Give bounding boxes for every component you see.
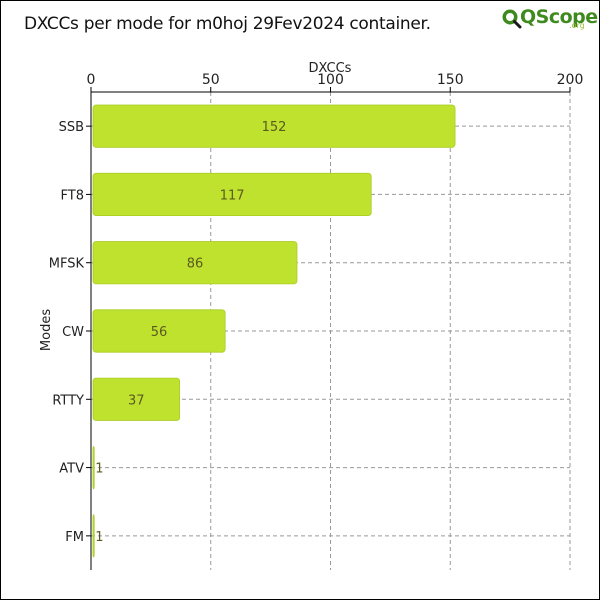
category-label: MFSK bbox=[49, 257, 85, 272]
bar-value-label: 117 bbox=[220, 188, 245, 203]
bar-mfsk bbox=[92, 241, 298, 285]
category-label: FM bbox=[65, 530, 84, 545]
bar-value-label: 1 bbox=[95, 530, 103, 545]
x-tick-label: 150 bbox=[437, 72, 464, 88]
bars-layer: 152 117 86 56 37 1 1 bbox=[92, 104, 456, 558]
chart-title: DXCCs per mode for m0hoj 29Fev2024 conta… bbox=[24, 14, 431, 34]
x-tick-label: 100 bbox=[317, 72, 344, 88]
qscope-logo: QScope .org bbox=[500, 4, 598, 38]
y-axis-label: Modes bbox=[39, 309, 54, 351]
category-label: RTTY bbox=[52, 393, 84, 408]
bar-value-label: 1 bbox=[95, 462, 103, 477]
category-label: SSB bbox=[59, 120, 84, 135]
bar-cw bbox=[92, 309, 226, 353]
category-label: CW bbox=[62, 325, 84, 340]
bar-ssb bbox=[92, 104, 456, 148]
magnifier-icon bbox=[502, 9, 522, 29]
x-tick-label: 50 bbox=[202, 72, 220, 88]
bar-value-label: 152 bbox=[262, 120, 287, 135]
logo-text: QScope bbox=[520, 6, 598, 28]
bar-atv bbox=[92, 446, 95, 490]
x-tick-label: 200 bbox=[557, 72, 584, 88]
bar-fm bbox=[92, 514, 95, 558]
x-axis-label: DXCCs bbox=[309, 61, 352, 76]
bar-value-label: 56 bbox=[151, 325, 168, 340]
bar-rtty bbox=[92, 377, 181, 421]
bar-value-label: 86 bbox=[187, 257, 204, 272]
logo-suffix: .org bbox=[569, 21, 585, 30]
category-label: ATV bbox=[59, 462, 84, 477]
bar-ft8 bbox=[92, 172, 372, 216]
bar-value-label: 37 bbox=[128, 393, 145, 408]
category-label: FT8 bbox=[61, 188, 84, 203]
axis-layer: 0 50 100 150 200 SSB FT8 MFSK CW RTTY ATV FM bbox=[49, 72, 584, 570]
x-tick-label: 0 bbox=[87, 72, 96, 88]
